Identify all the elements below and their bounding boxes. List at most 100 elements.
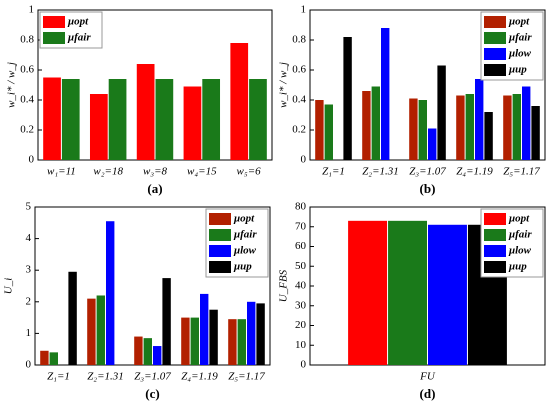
x-tick-label: Z₄=1.19 (456, 166, 493, 178)
bar (134, 336, 143, 365)
x-tick-label: Z₅=1.17 (503, 166, 540, 178)
bar (237, 319, 246, 365)
legend-swatch (209, 261, 231, 273)
y-tick-label: 0.6 (292, 64, 306, 76)
y-tick-label: 0.2 (292, 124, 306, 136)
bar (247, 301, 256, 365)
caption: (b) (420, 181, 436, 196)
x-tick-label: w₃=8 (143, 166, 168, 178)
bar (200, 293, 209, 365)
bar (437, 65, 446, 160)
legend-label: μfair (508, 229, 532, 241)
x-tick-label: Z₃=1.07 (409, 166, 446, 178)
bar (512, 94, 521, 160)
bar (136, 64, 155, 160)
bar (428, 128, 437, 160)
legend-label: μlow (508, 48, 532, 60)
y-tick-label: 5 (26, 201, 32, 213)
legend-label: μopt (67, 16, 89, 28)
legend-swatch (209, 229, 231, 241)
bar (409, 98, 418, 160)
y-tick-label: 0 (301, 154, 307, 166)
legend-swatch (209, 213, 231, 225)
caption: (a) (147, 181, 162, 196)
legend-label: μlow (508, 245, 532, 257)
bar (89, 94, 108, 160)
x-tick-label: Z₂=1.31 (362, 166, 399, 178)
bar (61, 79, 80, 160)
y-tick-label: 60 (295, 240, 307, 252)
y-tick-label: 0 (29, 154, 35, 166)
bar (108, 79, 127, 160)
bar (531, 106, 540, 160)
bar (456, 95, 465, 160)
bar (87, 298, 96, 365)
x-tick-label: w₄=15 (187, 166, 217, 178)
legend-swatch (484, 261, 506, 273)
legend-swatch (209, 245, 231, 257)
x-tick-label: Z₁=1 (47, 371, 70, 383)
y-tick-label: 4 (26, 232, 32, 244)
legend-swatch (484, 245, 506, 257)
y-axis-label: U_FBS (278, 269, 290, 302)
bar (484, 112, 493, 160)
legend-swatch (484, 64, 506, 76)
caption: (d) (420, 386, 436, 401)
bar (348, 220, 388, 365)
x-tick-label: w₂=18 (93, 166, 123, 178)
bar (49, 352, 58, 365)
legend-label: μup (508, 64, 527, 76)
x-tick-label: Z₁=1 (322, 166, 345, 178)
bar (43, 77, 61, 160)
x-tick-label: Z₅=1.17 (228, 371, 265, 383)
legend-swatch (484, 16, 506, 28)
bar (143, 338, 152, 365)
y-tick-label: 0.4 (20, 94, 34, 106)
y-tick-label: 1 (301, 4, 307, 16)
bar (202, 79, 221, 160)
bar (155, 79, 174, 160)
y-tick-label: 0.6 (20, 64, 34, 76)
bar (475, 79, 484, 160)
y-tick-label: 3 (26, 264, 32, 276)
y-tick-label: 0 (301, 359, 307, 371)
y-tick-label: 70 (295, 220, 307, 232)
y-tick-label: 20 (295, 319, 307, 331)
y-tick-label: 40 (295, 280, 307, 292)
bar (181, 317, 190, 365)
bar (418, 100, 427, 160)
x-tick-label: Z₂=1.31 (87, 371, 124, 383)
legend-label: μopt (508, 213, 530, 225)
y-axis-label: w_i* / w_j (6, 62, 18, 108)
bar (153, 346, 162, 365)
y-tick-label: 1 (26, 327, 32, 339)
y-tick-label: 0.8 (292, 34, 306, 46)
bar (249, 79, 267, 160)
legend-swatch (484, 32, 506, 44)
legend-label: μopt (508, 16, 530, 28)
legend-label: μfair (67, 32, 91, 44)
x-tick-label: w₁=11 (47, 166, 76, 178)
y-axis-label: U_i (3, 278, 15, 295)
legend-swatch (484, 213, 506, 225)
y-tick-label: 10 (295, 339, 307, 351)
y-tick-label: 1 (29, 4, 35, 16)
bar (228, 319, 237, 365)
legend-label: μfair (233, 229, 257, 241)
bar (315, 100, 324, 160)
legend-swatch (43, 32, 65, 44)
bar (230, 43, 249, 160)
bar (343, 37, 352, 160)
bar (465, 94, 474, 160)
bar (209, 309, 218, 365)
bar (40, 350, 49, 365)
bar (371, 86, 380, 160)
legend-swatch (484, 48, 506, 60)
bar (96, 295, 105, 365)
bar (428, 224, 467, 365)
y-tick-label: 0.2 (20, 124, 34, 136)
y-tick-label: 0 (26, 359, 32, 371)
y-tick-label: 30 (295, 299, 307, 311)
legend-label: μlow (233, 245, 257, 257)
